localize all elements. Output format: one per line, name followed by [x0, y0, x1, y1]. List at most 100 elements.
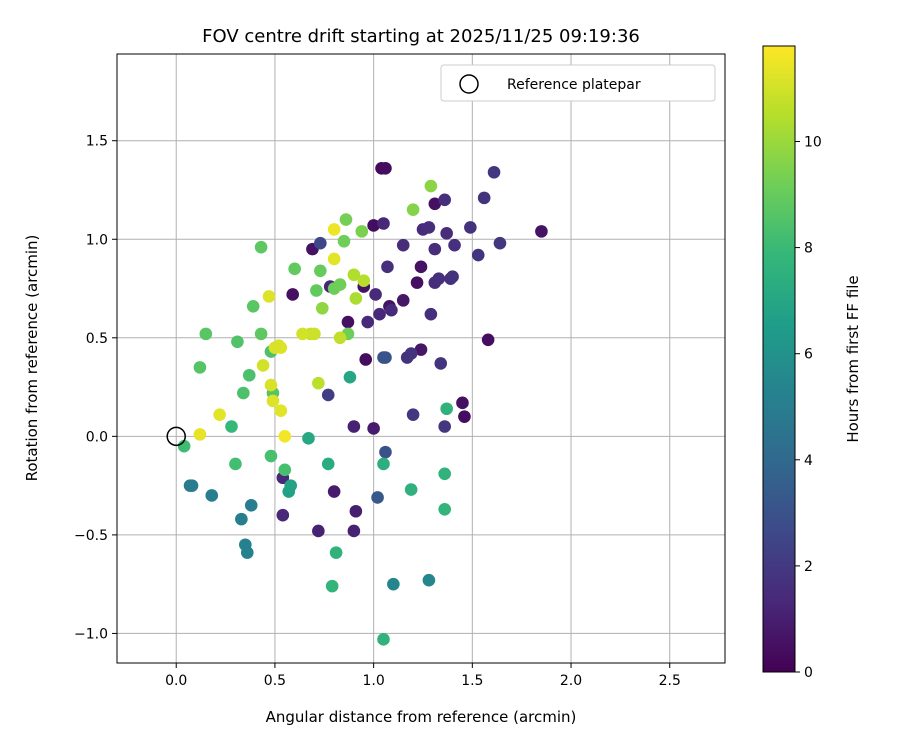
data-point [448, 238, 461, 252]
data-point [256, 359, 270, 372]
data-point [438, 193, 451, 207]
data-point [371, 491, 384, 504]
data-point [312, 376, 325, 390]
data-point [361, 315, 375, 329]
data-point [381, 260, 394, 274]
data-point [244, 499, 258, 512]
plot-frame [116, 53, 726, 664]
colorbar-tick-label: 4 [804, 453, 813, 469]
data-point [432, 272, 446, 285]
data-point [312, 524, 325, 538]
data-point [406, 408, 420, 421]
y-tick-label: −1.0 [74, 626, 108, 642]
data-point [428, 197, 442, 211]
data-point [205, 489, 219, 502]
data-point [337, 234, 351, 248]
data-point [296, 327, 309, 341]
data-point [315, 301, 329, 315]
grid-lines [117, 54, 725, 663]
data-point [229, 457, 242, 471]
data-point [387, 577, 400, 591]
data-point [225, 420, 238, 433]
data-point [308, 327, 321, 341]
x-tick-label: 0.5 [264, 673, 286, 689]
data-point [379, 162, 392, 175]
data-point [284, 479, 298, 492]
data-point [185, 479, 199, 492]
colorbar-tick-label: 10 [804, 134, 822, 150]
data-point [327, 485, 341, 498]
x-tick-label: 1.5 [461, 673, 483, 689]
data-point [264, 378, 278, 392]
data-point [428, 242, 442, 256]
x-tick-label: 2.5 [659, 673, 681, 689]
data-point [327, 223, 341, 236]
data-point [396, 238, 410, 252]
data-point [302, 432, 315, 445]
data-point [414, 260, 428, 274]
data-point [481, 333, 495, 347]
x-axis-label: Angular distance from reference (arcmin) [266, 708, 577, 726]
data-point [193, 361, 207, 374]
data-point [278, 430, 292, 443]
data-point [446, 270, 459, 284]
y-axis-label: Rotation from reference (arcmin) [23, 235, 41, 482]
data-point [339, 213, 353, 226]
data-point [377, 217, 390, 230]
y-tick-label: 0.0 [86, 429, 108, 445]
legend-marker-icon [459, 74, 479, 94]
legend-box [440, 64, 716, 102]
data-point [377, 457, 390, 471]
data-point [240, 546, 254, 559]
data-point [199, 327, 213, 341]
y-tick-label: −0.5 [74, 528, 108, 544]
data-point [434, 357, 448, 370]
data-point [314, 264, 327, 278]
data-point [414, 343, 428, 356]
data-point [404, 483, 418, 496]
data-point [262, 290, 276, 303]
data-point [278, 463, 292, 477]
data-point [325, 579, 339, 593]
data-point [471, 248, 485, 262]
data-point [477, 191, 491, 205]
data-point [286, 288, 299, 301]
data-point [487, 165, 501, 179]
colorbar-label: Hours from first FF file [844, 275, 862, 442]
colorbar: 0 2 4 6 8 10 Hours from first FF file [762, 45, 862, 681]
data-point [422, 221, 436, 234]
colorbar-tick-label: 0 [804, 665, 813, 681]
data-point [231, 335, 244, 349]
data-point [333, 331, 347, 345]
data-point [349, 292, 363, 305]
data-point [424, 307, 438, 321]
reference-marker [166, 426, 186, 447]
colorbar-tick-label: 6 [804, 347, 813, 363]
data-point [422, 573, 436, 587]
data-point [379, 351, 392, 364]
y-axis-ticks: −1.0 −0.5 0.0 0.5 1.0 1.5 [74, 134, 117, 642]
x-tick-label: 0.0 [165, 673, 187, 689]
data-point [341, 315, 355, 329]
y-tick-label: 1.5 [86, 134, 108, 150]
data-point [456, 396, 469, 410]
data-point [266, 394, 280, 408]
data-point [246, 299, 260, 313]
data-point [327, 252, 341, 266]
y-tick-label: 0.5 [86, 331, 108, 347]
data-point [367, 219, 380, 232]
data-point [464, 221, 477, 234]
data-point [438, 420, 451, 433]
data-point [424, 179, 438, 193]
data-point [377, 633, 390, 646]
x-axis-ticks: 0.0 0.5 1.0 1.5 2.0 2.5 [165, 663, 681, 689]
data-point [357, 274, 371, 287]
data-point [369, 288, 382, 301]
data-point [274, 404, 288, 418]
data-point [355, 225, 369, 238]
data-point [535, 225, 548, 238]
data-point [359, 353, 373, 366]
data-point [314, 236, 327, 250]
data-point [493, 236, 507, 250]
